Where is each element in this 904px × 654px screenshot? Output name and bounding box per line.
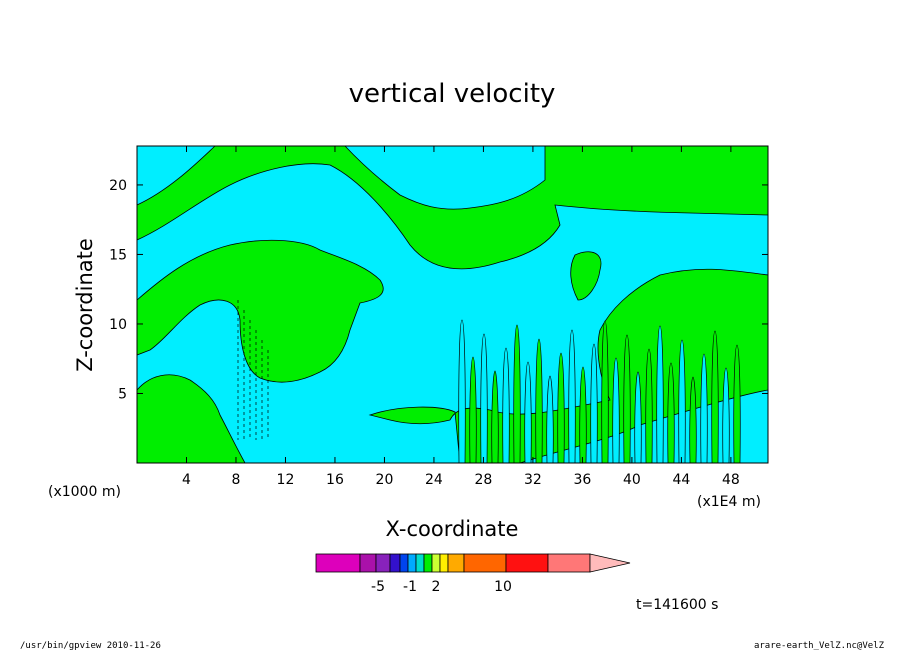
time-label: t=141600 s xyxy=(636,597,718,613)
colorbar-segment xyxy=(399,553,409,573)
contour-right-island xyxy=(570,251,602,301)
footer-right: arare-earth_VelZ.nc@VelZ xyxy=(753,641,884,651)
colorbar-labels: -5 -1 2 10 xyxy=(371,579,512,595)
y-axis-label: Z-coordinate xyxy=(73,238,97,372)
contour-mid-band xyxy=(136,239,384,383)
colorbar xyxy=(315,553,631,573)
x-axis-label: X-coordinate xyxy=(386,517,519,541)
oscillation-stripe xyxy=(645,348,653,464)
colorbar-label: -5 xyxy=(371,579,385,595)
x-tick-label: 36 xyxy=(573,472,591,488)
x-tick-label: 12 xyxy=(277,472,295,488)
x-tick-label: 28 xyxy=(475,472,493,488)
oscillation-stripe xyxy=(513,324,521,464)
colorbar-segment xyxy=(415,553,425,573)
oscillation-stripe xyxy=(458,319,466,464)
oscillation-stripe xyxy=(469,356,477,464)
oscillation-stripe xyxy=(590,343,598,464)
oscillation-stripe xyxy=(601,320,609,464)
contour-upper-band xyxy=(136,145,769,270)
colorbar-segment xyxy=(463,553,507,573)
oscillation-stripe xyxy=(546,375,554,464)
plot-frame xyxy=(136,145,769,464)
y-tick-label: 10 xyxy=(109,317,127,333)
oscillation-stripe xyxy=(557,352,565,464)
y-axis-ticks: 5 10 15 20 xyxy=(109,178,768,402)
y-tick-label: 15 xyxy=(109,247,127,263)
x-tick-label: 24 xyxy=(425,472,443,488)
colorbar-label: -1 xyxy=(403,579,417,595)
oscillation-stripe xyxy=(612,357,620,464)
x-unit-right: (x1E4 m) xyxy=(697,494,761,510)
oscillation-stripe xyxy=(524,361,532,464)
y-tick-label: 5 xyxy=(118,386,127,402)
oscillation-stripe xyxy=(480,333,488,464)
oscillation-stripe xyxy=(733,344,741,464)
oscillation-stripe xyxy=(689,376,697,464)
oscillation-stripe xyxy=(623,334,631,464)
colorbar-arrow xyxy=(589,553,631,573)
colorbar-segment xyxy=(315,553,361,573)
oscillation-stripe xyxy=(678,339,686,464)
oscillation-stripe xyxy=(711,330,719,464)
footer-left: /usr/bin/gpview 2010-11-26 xyxy=(20,641,161,651)
x-tick-label: 48 xyxy=(722,472,740,488)
colorbar-segment xyxy=(505,553,549,573)
colorbar-segment xyxy=(375,553,391,573)
oscillation-stripe xyxy=(722,367,730,464)
x-unit-left: (x1000 m) xyxy=(48,484,121,500)
x-tick-label: 20 xyxy=(376,472,394,488)
chart-title: vertical velocity xyxy=(349,79,556,109)
oscillation-stripe xyxy=(634,371,642,464)
x-tick-label: 32 xyxy=(524,472,542,488)
x-tick-label: 16 xyxy=(326,472,344,488)
colorbar-segment xyxy=(359,553,377,573)
oscillation-stripe xyxy=(579,366,587,464)
colorbar-segment xyxy=(439,553,449,573)
colorbar-label: 2 xyxy=(432,579,441,595)
oscillation-stripe xyxy=(656,325,664,464)
oscillation-stripe xyxy=(700,353,708,464)
colorbar-segment xyxy=(431,553,441,573)
colorbar-segment xyxy=(407,553,417,573)
colorbar-label: 10 xyxy=(494,579,512,595)
oscillation-stripes xyxy=(237,300,741,464)
plot-area xyxy=(136,145,769,464)
x-tick-label: 40 xyxy=(623,472,641,488)
colorbar-segment xyxy=(423,553,433,573)
x-tick-label: 8 xyxy=(232,472,241,488)
oscillation-stripe xyxy=(491,370,499,464)
colorbar-segment xyxy=(547,553,591,573)
x-tick-label: 4 xyxy=(182,472,191,488)
oscillation-stripe xyxy=(568,329,576,464)
oscillation-stripe xyxy=(667,362,675,464)
colorbar-segment xyxy=(389,553,401,573)
colorbar-segment xyxy=(447,553,465,573)
y-tick-label: 20 xyxy=(109,178,127,194)
oscillation-stripe xyxy=(535,338,543,464)
contour-lower-left xyxy=(136,374,246,464)
oscillation-stripe xyxy=(502,347,510,464)
x-tick-label: 44 xyxy=(672,472,690,488)
x-axis-ticks: 4 8 12 16 20 24 28 32 36 40 44 48 xyxy=(182,146,740,488)
